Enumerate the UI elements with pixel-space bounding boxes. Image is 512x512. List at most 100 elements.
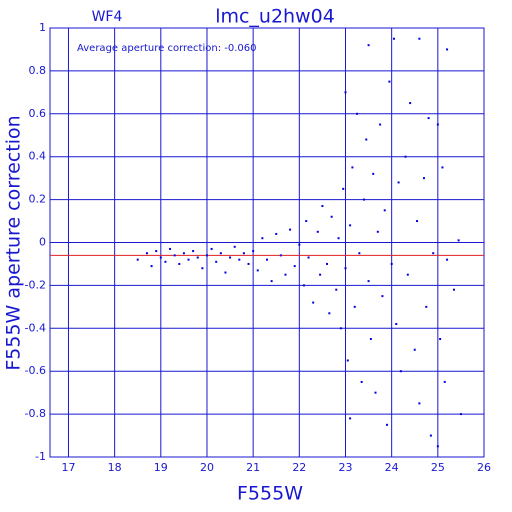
point bbox=[399, 370, 402, 373]
y-tick-label: -1 bbox=[35, 450, 46, 463]
point bbox=[219, 252, 222, 255]
point bbox=[192, 250, 195, 253]
x-tick-label: 21 bbox=[246, 461, 260, 474]
point bbox=[312, 301, 315, 304]
point bbox=[418, 402, 421, 405]
point bbox=[409, 102, 412, 105]
point bbox=[293, 265, 296, 268]
point bbox=[164, 260, 167, 263]
point bbox=[229, 256, 232, 259]
point bbox=[452, 288, 455, 291]
point bbox=[386, 423, 389, 426]
point bbox=[381, 295, 384, 298]
x-tick-label: 20 bbox=[200, 461, 214, 474]
x-tick-label: 18 bbox=[108, 461, 122, 474]
point bbox=[459, 413, 462, 416]
point bbox=[145, 252, 148, 255]
y-tick-label: 0.8 bbox=[29, 64, 47, 77]
point bbox=[443, 380, 446, 383]
x-tick-label: 23 bbox=[338, 461, 352, 474]
y-tick-label: 1 bbox=[39, 21, 46, 34]
point bbox=[215, 260, 218, 263]
point bbox=[356, 112, 359, 115]
point bbox=[270, 280, 273, 283]
y-tick-label: 0.4 bbox=[29, 150, 47, 163]
x-axis-label: F555W bbox=[237, 483, 303, 505]
point bbox=[413, 348, 416, 351]
point bbox=[358, 252, 361, 255]
point bbox=[383, 209, 386, 212]
point bbox=[266, 258, 268, 261]
point bbox=[178, 262, 181, 265]
annotation: Average aperture correction: -0.060 bbox=[77, 43, 257, 54]
point bbox=[427, 117, 430, 120]
point bbox=[425, 305, 428, 308]
point bbox=[397, 181, 400, 184]
point bbox=[326, 262, 329, 265]
point bbox=[256, 269, 259, 272]
x-tick-label: 24 bbox=[385, 461, 399, 474]
y-tick-label: -0.4 bbox=[25, 321, 46, 334]
point bbox=[289, 228, 292, 231]
point bbox=[339, 327, 342, 330]
point bbox=[224, 271, 227, 274]
x-tick-label: 17 bbox=[61, 461, 75, 474]
y-tick-label: -0.6 bbox=[25, 364, 46, 377]
point bbox=[337, 237, 340, 240]
point bbox=[252, 250, 255, 253]
point bbox=[349, 417, 352, 420]
point bbox=[242, 252, 245, 255]
chart-subtitle: WF4 bbox=[92, 9, 123, 25]
point bbox=[446, 258, 449, 261]
point bbox=[439, 338, 442, 341]
point bbox=[284, 273, 287, 276]
point bbox=[196, 256, 199, 259]
point bbox=[319, 273, 322, 276]
point bbox=[210, 247, 213, 250]
point bbox=[335, 288, 338, 291]
point bbox=[360, 380, 363, 383]
point bbox=[279, 254, 282, 257]
point bbox=[388, 80, 391, 83]
point bbox=[436, 123, 439, 126]
point bbox=[173, 254, 176, 257]
point bbox=[275, 232, 278, 235]
point bbox=[344, 267, 347, 270]
point bbox=[390, 262, 393, 265]
point bbox=[429, 434, 432, 437]
point bbox=[344, 91, 347, 94]
point bbox=[316, 230, 319, 233]
point bbox=[302, 284, 305, 287]
point bbox=[457, 239, 460, 242]
point bbox=[379, 123, 382, 126]
point bbox=[392, 37, 395, 40]
point bbox=[365, 138, 368, 141]
point bbox=[182, 252, 185, 255]
point bbox=[155, 250, 158, 253]
point bbox=[305, 220, 308, 223]
point bbox=[247, 262, 250, 265]
point bbox=[261, 237, 264, 240]
point bbox=[330, 215, 333, 218]
point bbox=[353, 305, 356, 308]
point bbox=[298, 243, 301, 246]
point bbox=[159, 256, 162, 259]
point bbox=[422, 177, 425, 180]
point bbox=[342, 187, 345, 190]
point bbox=[328, 312, 331, 315]
point bbox=[349, 224, 352, 227]
point bbox=[446, 48, 449, 51]
point bbox=[374, 391, 377, 394]
x-tick-label: 26 bbox=[477, 461, 491, 474]
point bbox=[367, 280, 370, 283]
point bbox=[395, 323, 398, 326]
y-tick-label: 0.6 bbox=[29, 107, 47, 120]
point bbox=[150, 265, 153, 268]
point bbox=[169, 247, 172, 250]
point bbox=[372, 172, 375, 175]
y-tick-label: -0.2 bbox=[25, 278, 46, 291]
point bbox=[436, 445, 439, 448]
y-axis-label: F555W aperture correction bbox=[3, 115, 25, 370]
x-tick-label: 22 bbox=[292, 461, 306, 474]
